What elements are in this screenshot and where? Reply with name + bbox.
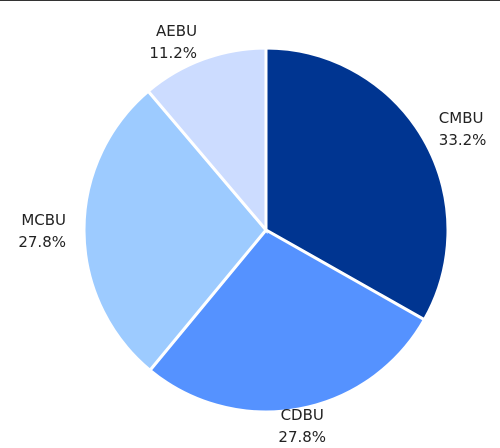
slice-value-label: 11.2% [149, 44, 197, 62]
slice-label: AEBU [156, 22, 197, 40]
slice-label: CMBU [439, 109, 484, 127]
slice-value-label: 33.2% [439, 131, 487, 149]
pie-slice [264, 46, 450, 322]
slice-label: CDBU [281, 406, 324, 424]
pie-slice [146, 46, 268, 235]
slice-value-label: 27.8% [18, 233, 66, 251]
pie-slice [82, 89, 268, 373]
pie-slice [147, 228, 427, 414]
slice-value-label: 27.8% [278, 428, 326, 446]
slice-label: MCBU [21, 211, 66, 229]
